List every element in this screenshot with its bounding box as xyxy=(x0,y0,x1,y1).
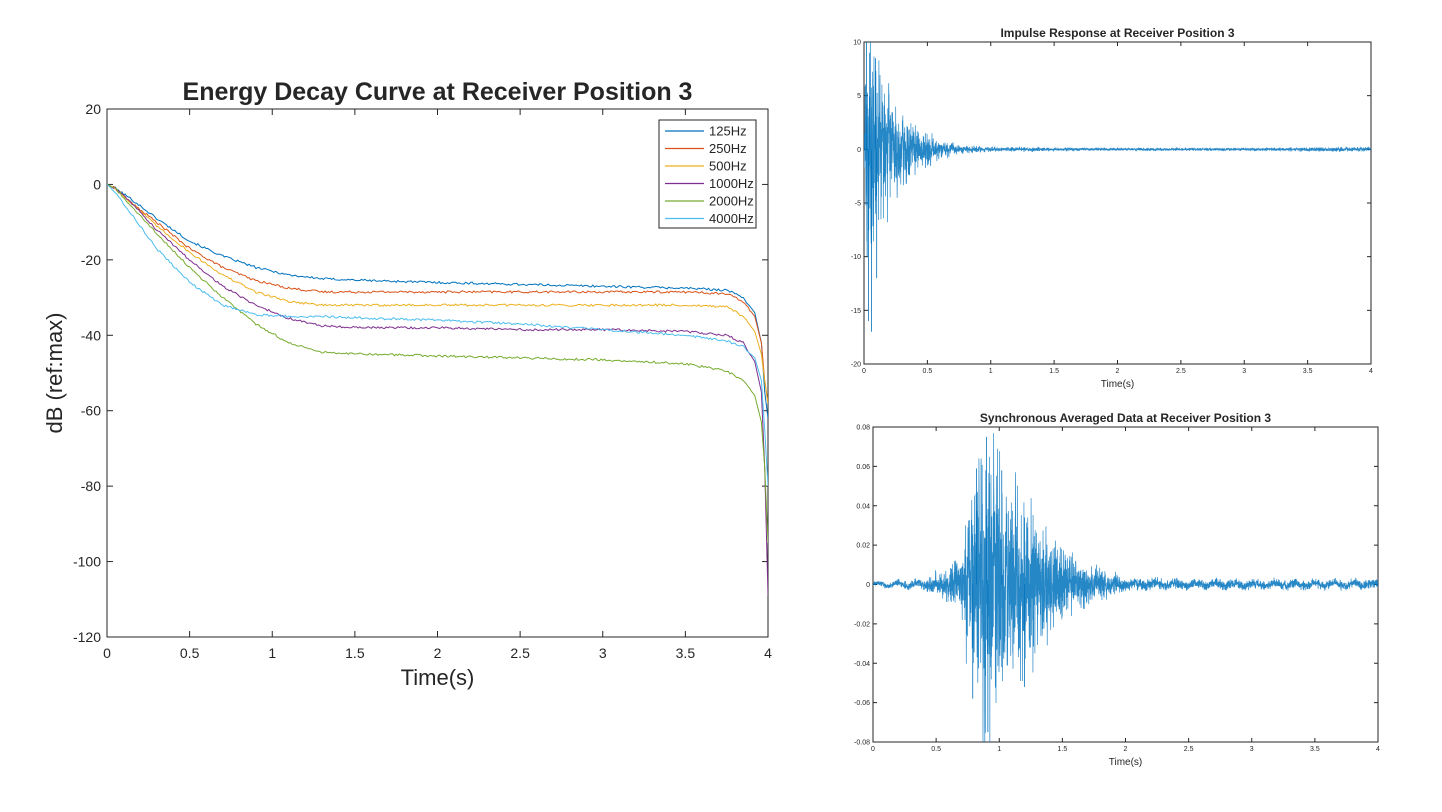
chart-title: Energy Decay Curve at Receiver Position … xyxy=(183,78,693,106)
x-tick-label: 4 xyxy=(1376,746,1380,753)
x-tick-label: 1 xyxy=(997,746,1001,753)
y-tick-label: 0.06 xyxy=(856,464,870,471)
x-tick-label: 2.5 xyxy=(1184,746,1194,753)
x-tick-label: 3.5 xyxy=(1303,368,1313,375)
x-tick-label: 4 xyxy=(1369,368,1373,375)
series-line-2000Hz xyxy=(107,183,768,543)
x-tick-label: 0 xyxy=(103,645,111,661)
y-tick-label: 0 xyxy=(866,582,870,589)
y-tick-label: -80 xyxy=(81,478,101,494)
x-tick-label: 2 xyxy=(434,645,442,661)
x-tick-label: 0.5 xyxy=(931,746,941,753)
y-tick-label: -100 xyxy=(73,554,101,570)
x-tick-label: 0 xyxy=(871,746,875,753)
series-line-4000Hz xyxy=(107,184,768,487)
y-tick-label: -0.08 xyxy=(854,740,870,747)
series-line-1000Hz xyxy=(107,183,768,596)
y-tick-label: 10 xyxy=(853,40,861,47)
x-tick-label: 0.5 xyxy=(180,645,200,661)
x-tick-label: 3 xyxy=(1242,368,1246,375)
y-tick-label: 20 xyxy=(85,101,101,117)
waveform-2 xyxy=(873,433,1378,742)
series-line-125Hz xyxy=(107,183,768,419)
y-tick-label: -120 xyxy=(73,629,101,645)
y-tick-label: -0.06 xyxy=(854,700,870,707)
legend: 125Hz 250Hz 500Hz 1000Hz 2000Hz 4000Hz xyxy=(658,119,757,229)
y-tick-label: 0.02 xyxy=(856,543,870,550)
x-tick-label: 1.5 xyxy=(345,645,365,661)
x-tick-label: 1.5 xyxy=(1058,746,1068,753)
synchronous-averaged-chart: 0 0.5 1 1.5 2 2.5 3 3.5 4 -0.08 -0.06 -0.04 -0.02 0 0.… xyxy=(854,411,1380,768)
y-tick-label: -10 xyxy=(851,254,861,261)
series-group xyxy=(107,183,768,596)
chart-title: Synchronous Averaged Data at Receiver Po… xyxy=(980,411,1272,425)
y-tick-label: -20 xyxy=(81,252,101,268)
y-tick-label: 0.04 xyxy=(856,503,870,510)
x-tick-label: 0 xyxy=(862,368,866,375)
y-tick-label: -15 xyxy=(851,308,861,315)
x-tick-label: 2 xyxy=(1116,368,1120,375)
x-axis-label: Time(s) xyxy=(1109,757,1143,768)
x-tick-label: 3 xyxy=(599,645,607,661)
y-tick-label: -20 xyxy=(851,362,861,369)
x-tick-label: 1 xyxy=(989,368,993,375)
series-group xyxy=(864,42,1371,332)
y-tick-label: 0 xyxy=(857,147,861,154)
series-group xyxy=(873,433,1378,742)
series-line-250Hz xyxy=(107,183,768,404)
x-tick-label: 1.5 xyxy=(1049,368,1059,375)
x-tick-label: 2 xyxy=(1124,746,1128,753)
x-axis-label: Time(s) xyxy=(1101,379,1135,390)
x-tick-label: 1 xyxy=(268,645,276,661)
x-tick-label: 4 xyxy=(764,645,772,661)
y-tick-label: -60 xyxy=(81,403,101,419)
legend-label-4000Hz: 4000Hz xyxy=(709,211,754,226)
plot-area xyxy=(106,108,769,638)
x-tick-label: 2.5 xyxy=(1176,368,1186,375)
plot-area xyxy=(863,41,1372,365)
y-tick-label: -40 xyxy=(81,327,101,343)
y-tick-label: -0.02 xyxy=(854,621,870,628)
y-tick-label: -5 xyxy=(855,201,861,208)
x-tick-label: 0.5 xyxy=(923,368,933,375)
x-tick-label: 3 xyxy=(1250,746,1254,753)
x-axis-label: Time(s) xyxy=(401,665,475,690)
y-tick-label: 0.08 xyxy=(856,425,870,432)
y-tick-label: 0 xyxy=(93,176,101,192)
energy-decay-chart: 0 0.5 1 1.5 2 2.5 3 3.5 4 -120 -100 -80 -60 -40 -20 0 20… xyxy=(42,78,772,690)
legend-label-500Hz: 500Hz xyxy=(709,159,747,174)
legend-label-250Hz: 250Hz xyxy=(709,141,747,156)
x-tick-label: 3.5 xyxy=(1310,746,1320,753)
x-tick-label: 2.5 xyxy=(510,645,530,661)
y-tick-label: -0.04 xyxy=(854,661,870,668)
waveform-1 xyxy=(864,42,1371,244)
y-tick-label: 5 xyxy=(857,93,861,100)
impulse-response-chart: 0 0.5 1 1.5 2 2.5 3 3.5 4 -20 -15 -10 -5 0 5 10 Impulse … xyxy=(851,26,1373,390)
legend-label-2000Hz: 2000Hz xyxy=(709,194,754,209)
legend-box xyxy=(658,119,757,229)
x-tick-label: 3.5 xyxy=(676,645,696,661)
legend-label-125Hz: 125Hz xyxy=(709,124,747,139)
legend-label-1000Hz: 1000Hz xyxy=(709,176,754,191)
chart-title: Impulse Response at Receiver Position 3 xyxy=(1000,26,1234,40)
series-line-500Hz xyxy=(107,183,768,404)
y-axis-label: dB (ref:max) xyxy=(42,312,67,433)
